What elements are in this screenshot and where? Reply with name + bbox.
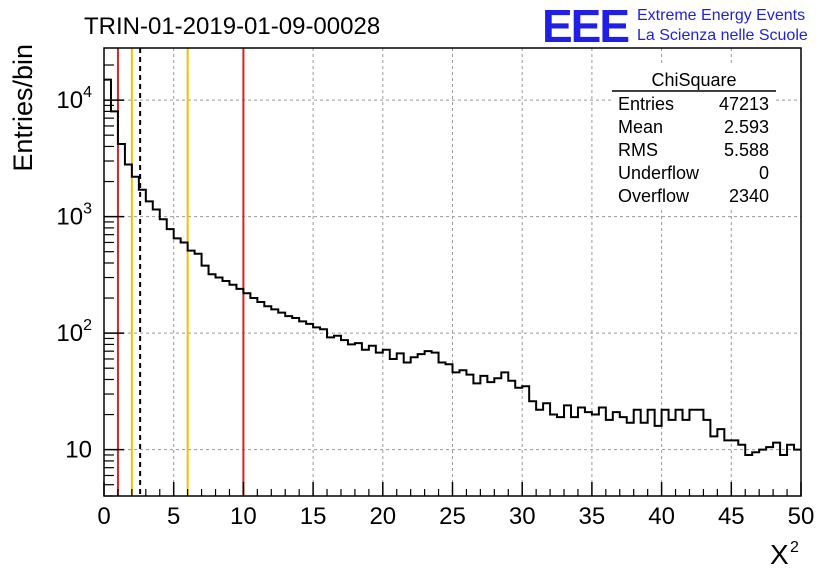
stats-row-label: Underflow: [618, 163, 700, 183]
stats-row-value: 5.588: [724, 140, 769, 160]
stats-row-value: 0: [759, 163, 769, 183]
stats-row-value: 2340: [729, 186, 769, 206]
stats-row-value: 47213: [719, 94, 769, 114]
x-tick-label: 25: [439, 503, 466, 530]
x-tick-label: 50: [788, 503, 815, 530]
x-tick-label: 40: [648, 503, 675, 530]
x-tick-label: 30: [509, 503, 536, 530]
x-tick-label: 5: [167, 503, 180, 530]
y-axis-label: Entries/bin: [8, 44, 38, 172]
y-tick-label: 103: [56, 201, 92, 231]
x-axis-label: X 2: [770, 539, 799, 570]
axis-ticks: [103, 64, 802, 497]
histogram-line: [104, 78, 801, 456]
y-tick-label: 102: [56, 317, 92, 347]
x-axis-label-main: X: [770, 539, 789, 570]
stats-row-label: Mean: [618, 117, 663, 137]
x-tick-label: 0: [97, 503, 110, 530]
eee-logo: EEE Extreme Energy Events La Scienza nel…: [542, 0, 808, 52]
x-tick-label: 15: [300, 503, 327, 530]
x-tick-label: 10: [230, 503, 257, 530]
x-tick-label: 20: [369, 503, 396, 530]
vertical-lines: [116, 48, 245, 496]
stats-row-value: 2.593: [724, 117, 769, 137]
stats-box-bg: [612, 66, 776, 208]
x-tick-label: 35: [579, 503, 606, 530]
y-tick-labels: 10 102 103 104: [56, 84, 92, 464]
logo-mark: EEE: [542, 0, 628, 52]
x-tick-label: 45: [718, 503, 745, 530]
logo-line-1: Extreme Energy Events: [637, 7, 805, 24]
chart-title: TRIN-01-2019-01-09-00028: [84, 13, 380, 40]
stats-title: ChiSquare: [651, 70, 736, 90]
x-tick-labels: 0 5 10 15 20 25 30 35 40 45 50: [97, 503, 814, 530]
y-tick-label: 104: [56, 84, 92, 114]
stats-row-label: Overflow: [618, 186, 690, 206]
stats-row-label: Entries: [618, 94, 674, 114]
stats-rows: Entries 47213 Mean 2.593 RMS 5.588 Underflow 0 O…: [618, 94, 769, 206]
stats-box: ChiSquare Entries 47213 Mean 2.593 RMS 5.588 U…: [612, 66, 776, 208]
x-axis-label-superscript: 2: [790, 539, 799, 556]
logo-line-2: La Scienza nelle Scuole: [637, 27, 808, 44]
y-tick-label: 10: [65, 437, 92, 464]
stats-row-label: RMS: [618, 140, 658, 160]
